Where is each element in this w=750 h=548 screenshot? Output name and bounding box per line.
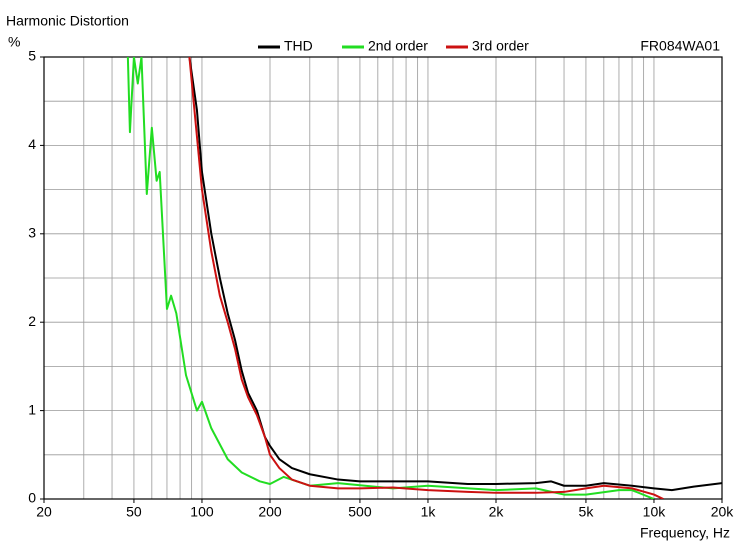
plot-area	[126, 57, 722, 499]
x-tick-label: 5k	[579, 504, 595, 520]
series-line	[188, 57, 664, 499]
x-tick-label: 100	[190, 504, 214, 520]
legend-label: THD	[284, 38, 313, 54]
x-tick-label: 20k	[711, 504, 735, 520]
plot-frame	[43, 56, 723, 500]
y-tick-label: 2	[28, 313, 36, 329]
chart-title: Harmonic Distortion	[6, 13, 129, 29]
y-tick-label: 0	[28, 490, 36, 506]
legend-label: 3rd order	[472, 38, 529, 54]
x-tick-label: 50	[126, 504, 142, 520]
y-tick-label: 3	[28, 225, 36, 241]
y-axis-label: %	[8, 34, 20, 50]
series-line	[126, 57, 655, 499]
y-tick-label: 4	[28, 136, 36, 152]
x-axis-label: Frequency, Hz	[640, 525, 730, 541]
legend-label: 2nd order	[368, 38, 428, 54]
x-tick-label: 500	[348, 504, 372, 520]
series-line	[188, 57, 722, 492]
y-tick-label: 1	[28, 401, 36, 417]
y-tick-label: 5	[28, 48, 36, 64]
x-tick-label: 20	[36, 504, 52, 520]
x-tick-label: 200	[258, 504, 282, 520]
x-tick-label: 1k	[421, 504, 437, 520]
x-tick-label: 2k	[489, 504, 505, 520]
x-tick-label: 10k	[643, 504, 667, 520]
annotation: FR084WA01	[640, 38, 720, 54]
